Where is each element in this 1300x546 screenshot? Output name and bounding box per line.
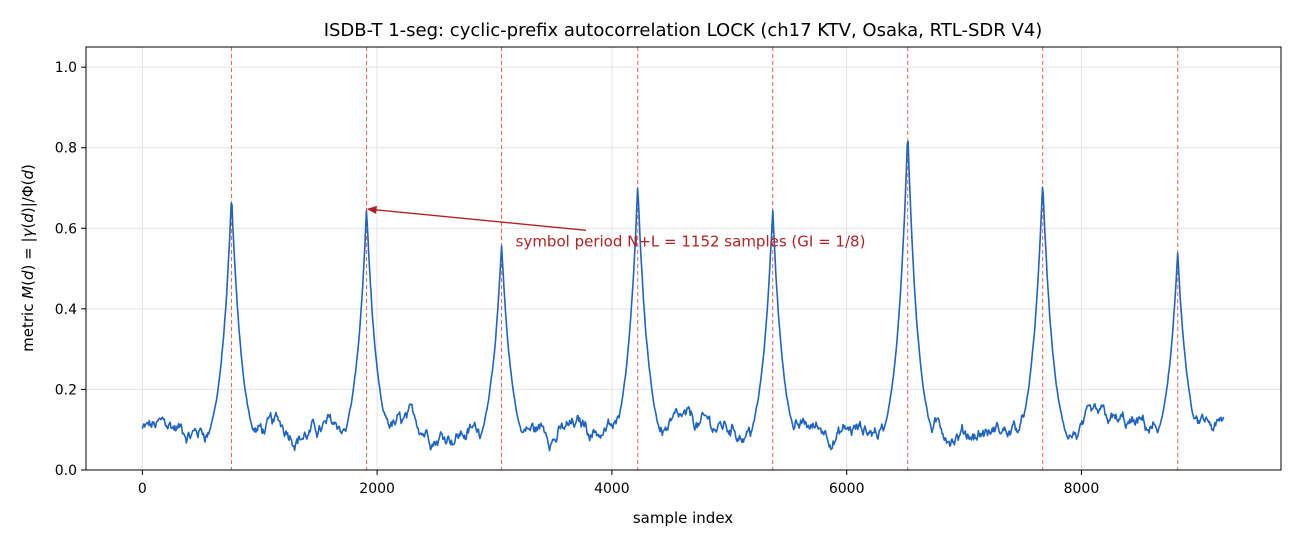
x-axis-label: sample index bbox=[633, 509, 733, 527]
annotation-arrowhead bbox=[366, 205, 377, 214]
y-tick-label: 0.0 bbox=[55, 463, 77, 479]
annotation-text: symbol period N+L = 1152 samples (GI = 1… bbox=[516, 232, 866, 250]
plot-frame bbox=[85, 46, 1282, 471]
x-tick-label: 8000 bbox=[1064, 481, 1100, 497]
y-tick-label: 1.0 bbox=[55, 60, 77, 76]
y-tick-label: 0.6 bbox=[55, 221, 77, 237]
y-tick-label: 0.8 bbox=[55, 141, 77, 157]
y-axis-label: metric M(d) = |γ(d)|/Φ(d) bbox=[19, 164, 37, 352]
x-axis-ticks: 0 2000 4000 6000 8000 bbox=[138, 470, 1099, 497]
symbol-boundary-markers bbox=[231, 47, 1179, 470]
annotation-arrow bbox=[376, 209, 587, 231]
metric-series-line bbox=[141, 140, 1225, 452]
y-axis-ticks: 0.0 0.2 0.4 0.6 0.8 1.0 bbox=[55, 60, 86, 479]
x-tick-label: 2000 bbox=[359, 481, 395, 497]
x-tick-label: 4000 bbox=[594, 481, 630, 497]
annotation: symbol period N+L = 1152 samples (GI = 1… bbox=[366, 205, 866, 250]
y-tick-label: 0.2 bbox=[55, 382, 77, 398]
chart-title: ISDB-T 1-seg: cyclic-prefix autocorrelat… bbox=[324, 20, 1043, 41]
x-tick-label: 6000 bbox=[829, 481, 865, 497]
x-tick-label: 0 bbox=[138, 481, 147, 497]
y-tick-label: 0.4 bbox=[55, 302, 77, 318]
